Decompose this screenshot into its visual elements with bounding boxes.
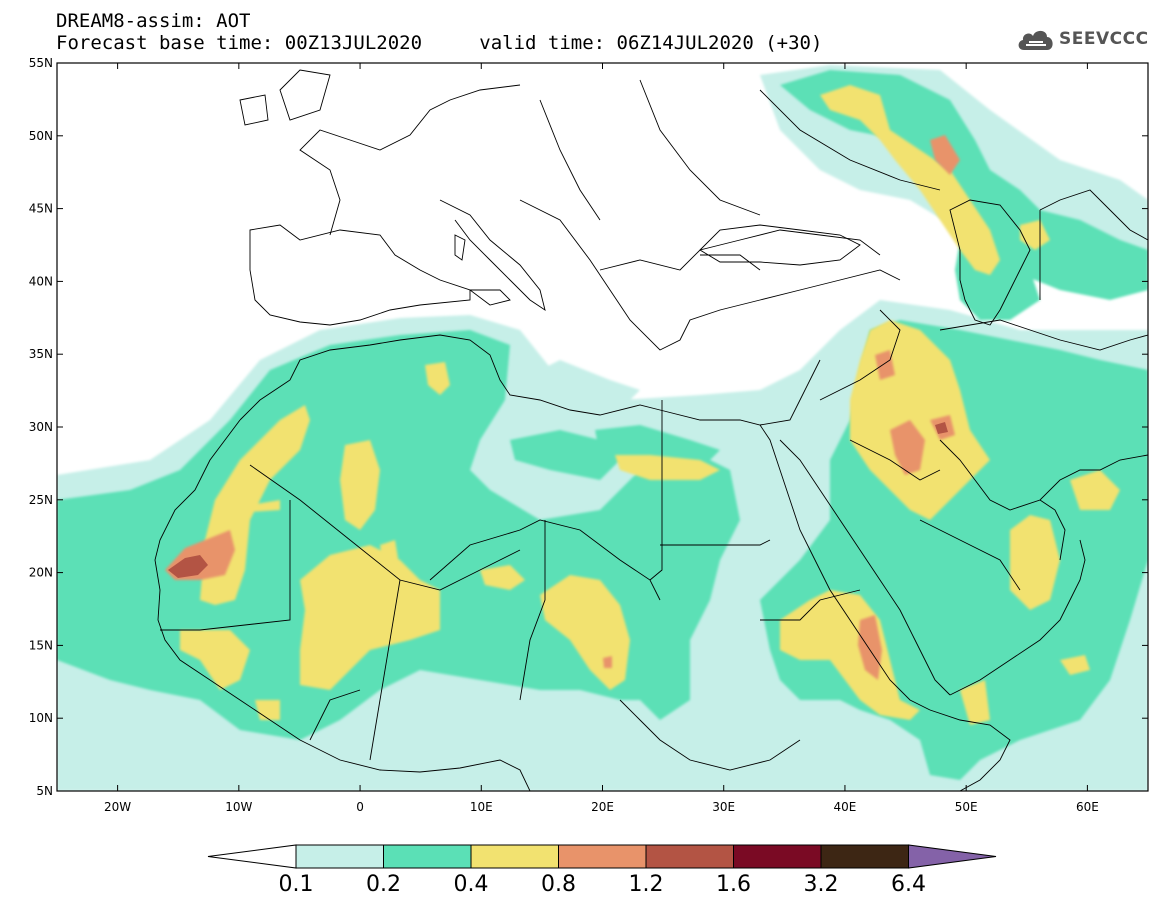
lat-tick-label: 25N xyxy=(29,493,53,507)
colorbar-label: 3.2 xyxy=(804,872,839,897)
forecast-base-time: Forecast base time: 00Z13JUL2020 xyxy=(56,32,423,54)
map-axes: 55N 50N 45N 40N 35N 30N 25N 20N 15N 10N 5N 20W 10W 0 1… xyxy=(29,56,1148,814)
lon-tick-label: 20E xyxy=(591,800,614,814)
map-title: DREAM8-assim: AOT xyxy=(56,10,251,32)
lon-tick-label: 40E xyxy=(834,800,857,814)
logo-text: SEEVCCC xyxy=(1059,29,1149,49)
colorbar-label: 0.4 xyxy=(454,872,489,897)
colorbar-segment xyxy=(470,844,559,869)
lon-tick-label: 50E xyxy=(955,800,978,814)
colorbar-segment xyxy=(820,844,909,869)
seevccc-logo: SEEVCCC xyxy=(1016,24,1149,54)
coastlines-borders xyxy=(154,69,1148,791)
colorbar-high-arrow xyxy=(908,844,997,869)
lat-tick-label: 30N xyxy=(29,420,53,434)
colorbar-segment xyxy=(733,844,822,869)
aot-field xyxy=(57,63,1148,791)
lon-tick-label: 30E xyxy=(712,800,735,814)
forecast-time-line: Forecast base time: 00Z13JUL2020 valid t… xyxy=(56,32,822,54)
lat-tick-label: 40N xyxy=(29,274,53,288)
lat-tick-label: 50N xyxy=(29,129,53,143)
lon-tick-label: 0 xyxy=(356,800,364,814)
lat-tick-label: 20N xyxy=(29,566,53,580)
lat-tick-label: 5N xyxy=(36,784,53,798)
aot-contour-1.2 xyxy=(168,422,948,578)
lon-tick-label: 10W xyxy=(225,800,252,814)
colorbar-label: 0.8 xyxy=(541,872,576,897)
colorbar-segment xyxy=(558,844,647,869)
colorbar-segment xyxy=(295,844,384,869)
colorbar-label: 0.2 xyxy=(366,872,401,897)
lat-tick-label: 55N xyxy=(29,56,53,70)
valid-time: valid time: 06Z14JUL2020 (+30) xyxy=(479,32,823,54)
colorbar-low-arrow xyxy=(207,844,297,869)
lat-tick-label: 15N xyxy=(29,638,53,652)
colorbar: 0.1 0.2 0.4 0.8 1.2 1.6 3.2 6.4 xyxy=(207,844,997,897)
lon-tick-label: 60E xyxy=(1076,800,1099,814)
lat-tick-label: 45N xyxy=(29,202,53,216)
colorbar-label: 0.1 xyxy=(279,872,314,897)
lat-tick-label: 35N xyxy=(29,347,53,361)
colorbar-label: 1.2 xyxy=(629,872,664,897)
cloud-icon xyxy=(1018,30,1053,50)
lon-tick-label: 20W xyxy=(104,800,131,814)
colorbar-segment xyxy=(645,844,734,869)
colorbar-segment xyxy=(383,844,472,869)
lat-tick-label: 10N xyxy=(29,711,53,725)
lon-tick-label: 10E xyxy=(470,800,493,814)
colorbar-label: 6.4 xyxy=(891,872,926,897)
colorbar-label: 1.6 xyxy=(716,872,751,897)
